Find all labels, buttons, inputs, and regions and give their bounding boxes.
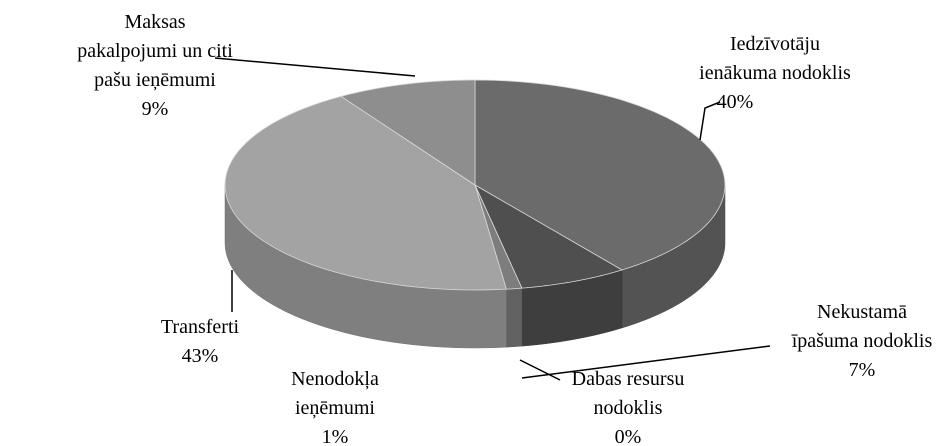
label-line: pakalpojumi un citi	[77, 40, 233, 62]
slice	[474, 79, 726, 271]
leader-line	[699, 101, 721, 141]
slice-label: Transferti	[161, 316, 240, 338]
label-line: Nenodokļa	[291, 368, 379, 390]
value-label: 43%	[182, 345, 219, 367]
label-line: nodoklis	[594, 397, 663, 419]
label-line: pašu ieņēmumi	[94, 69, 216, 91]
value-label: 40%	[717, 91, 754, 113]
label-line: Maksas	[124, 11, 185, 33]
slice	[474, 184, 623, 289]
slice-label: Dabas resursu nodoklis	[572, 368, 685, 419]
value-label: 9%	[142, 98, 169, 120]
leader-line	[519, 359, 561, 381]
slice	[224, 95, 507, 291]
label-line: ienākuma nodoklis	[699, 62, 851, 84]
slice-side	[506, 287, 523, 348]
slice-label: Iedzīvotāju ienākuma nodoklis	[699, 33, 851, 84]
leader-line	[521, 345, 771, 379]
label-line: Nekustamā	[817, 301, 907, 323]
label-line: Dabas resursu	[572, 368, 685, 390]
leader-line	[214, 57, 416, 77]
slice	[474, 184, 523, 290]
value-label: 0%	[615, 426, 642, 446]
slice-label: Nekustamā īpašuma nodoklis	[791, 301, 933, 352]
pie	[224, 79, 726, 349]
label-line: Transferti	[161, 316, 240, 338]
label-line: ieņēmumi	[295, 397, 375, 419]
slice	[340, 79, 476, 186]
slice-label: Maksas pakalpojumi un citi pašu ieņēmumi	[77, 11, 233, 91]
label-line: Iedzīvotāju	[730, 33, 820, 55]
label-line: īpašuma nodoklis	[791, 330, 933, 352]
value-label: 1%	[322, 426, 349, 446]
slice-label: Nenodokļa ieņēmumi	[291, 368, 379, 419]
value-label: 7%	[849, 359, 876, 381]
